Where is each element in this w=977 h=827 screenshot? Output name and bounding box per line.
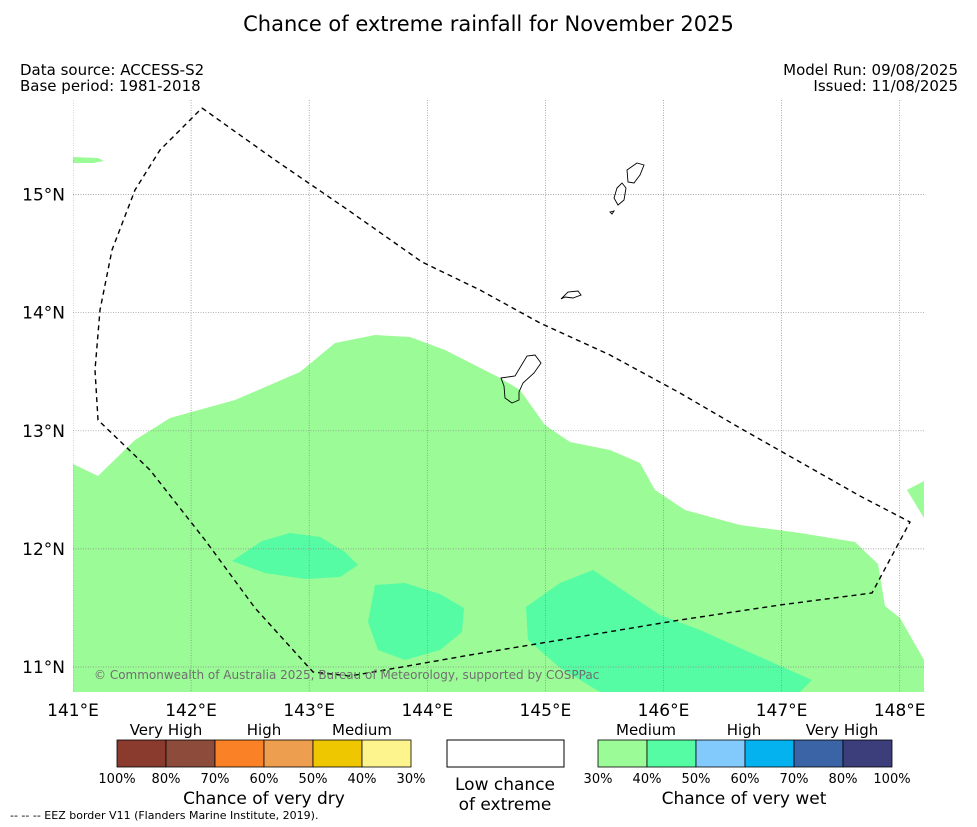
- legend-wet-tick-label: 50%: [682, 772, 711, 787]
- legend-wet-swatch: [744, 739, 795, 768]
- lon-tick-label: 145°E: [520, 701, 572, 721]
- legend-dry-tick-label: 30%: [397, 772, 426, 787]
- lon-tick-label: 143°E: [283, 701, 335, 721]
- legend-dry-tick-label: 50%: [299, 772, 328, 787]
- legend-dry-tick-label: 100%: [98, 772, 135, 787]
- legend-dry-swatch: [165, 739, 216, 768]
- island-saipan: [626, 162, 645, 184]
- lat-tick-label: 15°N: [22, 186, 65, 206]
- legend-wet-tick-label: 30%: [584, 772, 613, 787]
- rainfall-area-medium-main: [73, 335, 924, 692]
- model-run: Model Run: 09/08/2025: [783, 61, 958, 79]
- legend-dry-very-high: Very High: [130, 721, 203, 739]
- legend-wet-very-high: Very High: [806, 721, 879, 739]
- metadata-right: Model Run: 09/08/2025 Issued: 11/08/2025: [783, 62, 958, 94]
- legend-dry-swatch: [263, 739, 314, 768]
- island-rota: [560, 290, 582, 300]
- legend-dry-swatch: [214, 739, 265, 768]
- legend-low-swatch: [446, 739, 565, 768]
- legend-low: Low chance of extreme: [446, 739, 565, 815]
- rainfall-area-medium-east: [907, 481, 924, 518]
- legend-wet-swatch: [842, 739, 893, 768]
- longitude-ticks: 141°E 142°E 143°E 144°E 145°E 146°E 147°E 148°E: [47, 701, 925, 721]
- data-source: Data source: ACCESS-S2: [20, 61, 205, 79]
- legend-wet-tick-label: 80%: [829, 772, 858, 787]
- legend-wet-ticks: 30% 40% 50% 60% 70% 80% 100%: [584, 772, 911, 787]
- legend-low-line2: of extreme: [459, 795, 552, 815]
- lon-tick-label: 141°E: [47, 701, 99, 721]
- legend-dry-colorbar: [116, 739, 412, 768]
- lat-tick-label: 13°N: [22, 422, 65, 442]
- eez-border: [94, 107, 911, 677]
- lon-tick-label: 144°E: [401, 701, 453, 721]
- legend-wet-title: Chance of very wet: [662, 789, 827, 809]
- copyright-text: © Commonwealth of Australia 2025, Bureau…: [94, 668, 599, 682]
- legend-wet-medium: Medium: [616, 721, 676, 739]
- rainfall-area-medium-north: [73, 157, 104, 163]
- legend-low-line1: Low chance: [455, 775, 555, 795]
- lat-tick-label: 14°N: [22, 304, 65, 324]
- legend-dry-tick-label: 40%: [348, 772, 377, 787]
- rainfall-area-high-3: [526, 570, 812, 692]
- legend-wet-tick-label: 100%: [873, 772, 910, 787]
- legend-dry-swatch: [312, 739, 363, 768]
- lat-tick-label: 11°N: [22, 658, 65, 678]
- legend-wet-swatch: [597, 739, 648, 768]
- legend-dry-title: Chance of very dry: [183, 789, 345, 809]
- island-tinian: [613, 182, 627, 206]
- rainfall-area-high-1: [232, 533, 358, 579]
- legend-wet: Medium High Very High 30% 40% 50% 60% 70% 80%…: [584, 721, 911, 809]
- rainfall-area-high-2: [368, 583, 464, 660]
- legend-wet-tick-label: 70%: [780, 772, 809, 787]
- legend-wet-tick-label: 60%: [731, 772, 760, 787]
- legend-dry-swatch: [116, 739, 167, 768]
- lon-tick-label: 147°E: [756, 701, 808, 721]
- island-aguijan: [609, 210, 616, 215]
- legend-dry-ticks: 100% 80% 70% 60% 50% 40% 30%: [98, 772, 425, 787]
- legend-dry-high: High: [247, 721, 281, 739]
- legend-wet-swatch: [695, 739, 746, 768]
- legend-dry-tick-label: 80%: [152, 772, 181, 787]
- page-title: Chance of extreme rainfall for November …: [243, 12, 734, 36]
- legend-wet-colorbar: [597, 739, 893, 768]
- legend-wet-high: High: [727, 721, 761, 739]
- legend-dry: Very High High Medium 100% 80% 70% 60% 50% 40…: [98, 721, 425, 809]
- legend-dry-tick-label: 70%: [201, 772, 230, 787]
- issued-date: Issued: 11/08/2025: [813, 77, 958, 95]
- lat-tick-label: 12°N: [22, 540, 65, 560]
- lon-tick-label: 142°E: [165, 701, 217, 721]
- gridlines: [73, 100, 924, 692]
- eez-footnote: -- -- -- EEZ border V11 (Flanders Marine…: [10, 809, 319, 822]
- legend-wet-swatch: [646, 739, 697, 768]
- lon-tick-label: 146°E: [638, 701, 690, 721]
- legend-dry-tick-label: 60%: [250, 772, 279, 787]
- island-guam: [500, 354, 542, 404]
- legend-wet-tick-label: 40%: [633, 772, 662, 787]
- legend-dry-medium: Medium: [332, 721, 392, 739]
- base-period: Base period: 1981-2018: [20, 77, 201, 95]
- lon-tick-label: 148°E: [874, 701, 926, 721]
- latitude-ticks: 11°N 12°N 13°N 14°N 15°N: [22, 186, 65, 678]
- legend-wet-swatch: [793, 739, 844, 768]
- metadata-left: Data source: ACCESS-S2 Base period: 1981…: [20, 62, 204, 94]
- legend-dry-swatch: [361, 739, 412, 768]
